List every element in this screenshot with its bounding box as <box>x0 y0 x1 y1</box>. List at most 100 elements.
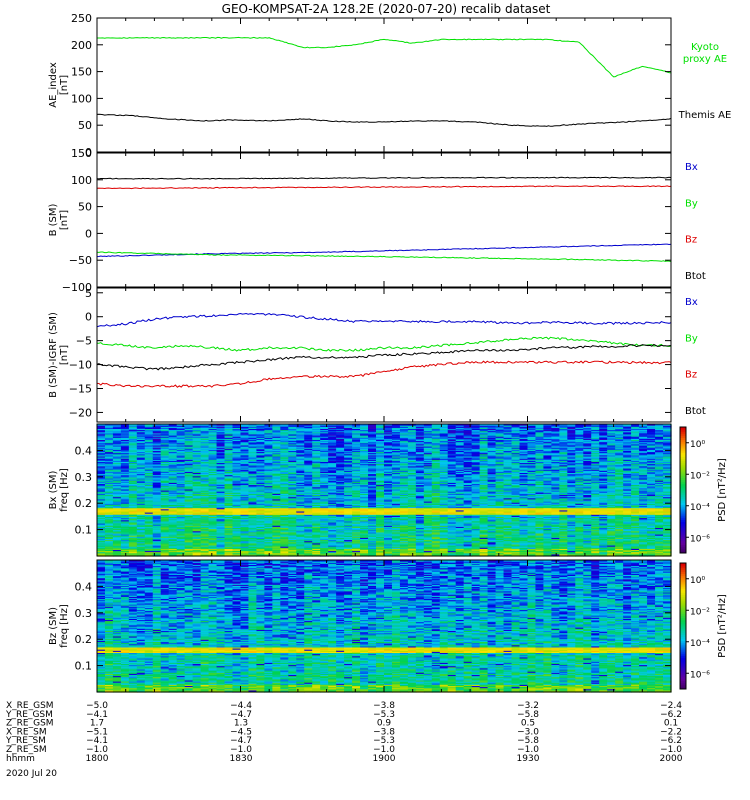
spectrogram-cell <box>176 521 186 524</box>
spectrogram-cell <box>176 487 186 490</box>
spectrogram-cell <box>168 429 178 432</box>
spectrogram-cell <box>152 484 162 487</box>
spectrogram-cell <box>120 531 130 534</box>
spectrogram-cell <box>176 492 186 494</box>
spectrogram-cell <box>168 433 178 436</box>
y-tick-label: 5 <box>85 287 92 300</box>
spectrogram-cell <box>136 448 146 450</box>
spectrogram-cell <box>144 520 154 523</box>
spectrogram-cell <box>144 534 154 536</box>
spectrogram-cell <box>152 458 162 460</box>
spectrogram-cell <box>128 425 138 427</box>
spectrogram-cell <box>120 431 130 434</box>
spectrogram-cell <box>97 459 106 461</box>
spectrogram-cell <box>136 488 146 491</box>
spectrogram-cell <box>97 471 106 473</box>
spectrogram-cell <box>168 487 178 490</box>
spectrogram-cell <box>112 454 122 457</box>
spectrogram-cell <box>120 538 130 541</box>
spectrogram-cell <box>176 502 186 504</box>
spectrogram-cell <box>168 447 178 449</box>
spectrogram-cell <box>136 553 146 556</box>
spectrogram-cell <box>176 551 186 554</box>
series-line-btot <box>96 176 672 180</box>
spectrogram-cell <box>112 547 122 549</box>
spectrogram-cell <box>136 545 146 547</box>
spectrogram-cell <box>152 450 162 453</box>
spectrogram-cell <box>97 530 106 533</box>
legend-label: By <box>685 333 698 344</box>
legend-label: Bz <box>685 235 697 246</box>
spectrogram-cell <box>168 440 178 443</box>
spectrogram-cell <box>144 543 154 546</box>
spectrogram-cell <box>128 502 138 504</box>
spectrogram-cell <box>112 508 122 511</box>
spectrogram-cell <box>152 517 162 520</box>
spectrogram-cell <box>128 550 138 553</box>
spectrogram-cell <box>104 488 114 491</box>
spectrogram-cell <box>104 438 114 440</box>
spectrogram-cell <box>97 490 106 492</box>
spectrogram-cell <box>176 510 186 513</box>
spectrogram-cell <box>120 518 130 521</box>
spectrogram-cell <box>160 499 170 502</box>
spectrogram-cell <box>128 468 138 470</box>
spectrogram-cell <box>160 451 170 454</box>
spectrogram-cell <box>152 446 162 448</box>
spectrogram-cell <box>97 537 106 539</box>
spectrogram-cell <box>104 458 114 460</box>
spectrogram-cell <box>128 450 138 453</box>
spectrogram-cell <box>112 521 122 524</box>
spectrogram-cell <box>144 504 154 506</box>
y-tick-label: −10 <box>69 359 92 372</box>
spectrogram-cell <box>128 465 138 468</box>
spectrogram-cell <box>104 433 114 436</box>
spectrogram-cell <box>152 463 162 466</box>
spectrogram-cell <box>144 430 154 433</box>
spectrogram-cell <box>136 512 146 514</box>
spectrogram-cell <box>136 524 146 526</box>
spectrogram-cell <box>104 526 114 528</box>
spectrogram-cell <box>97 440 106 443</box>
spectrogram-cell <box>144 485 154 488</box>
spectrogram-cell <box>112 499 122 502</box>
spectrogram-cell <box>128 504 138 506</box>
spectrogram-cell <box>128 540 138 543</box>
spectrogram-cell <box>144 482 154 484</box>
spectrogram-cell <box>136 452 146 455</box>
spectrogram-cell <box>97 484 106 487</box>
spectrogram-cell <box>136 490 146 492</box>
spectrogram-cell <box>128 440 138 443</box>
spectrogram-cell <box>97 491 106 493</box>
spectrogram-cell <box>176 495 186 498</box>
spectrogram-cell <box>104 480 114 482</box>
spectrogram-cell <box>168 426 178 428</box>
spectrogram-cell <box>112 438 122 440</box>
legend-label: Bx <box>685 297 698 308</box>
spectrogram-cell <box>128 496 138 499</box>
spectrogram-cell <box>112 545 122 547</box>
spectrogram-cell <box>112 440 122 443</box>
spectrogram-cell <box>144 537 154 539</box>
spectrogram-cell <box>144 517 154 520</box>
spectrogram-cell <box>112 432 122 435</box>
spectrogram-cell <box>136 428 146 431</box>
spectrogram-cell <box>168 542 178 545</box>
spectrogram-cell <box>160 470 170 472</box>
spectrogram-cell <box>97 515 106 517</box>
spectrogram-cell <box>120 520 130 523</box>
spectrogram-cell <box>176 536 186 538</box>
spectrogram-cell <box>112 492 122 494</box>
spectrogram-cell <box>136 458 146 460</box>
spectrogram-cell <box>152 539 162 542</box>
spectrogram-cell <box>136 480 146 482</box>
spectrogram-cell <box>136 425 146 427</box>
spectrogram-cell <box>176 553 186 556</box>
spectrogram-cell <box>104 520 114 523</box>
spectrogram-cell <box>112 498 122 501</box>
spectrogram-cell <box>152 488 162 491</box>
spectrogram-cell <box>104 481 114 483</box>
spectrogram-cell <box>112 551 122 554</box>
spectrogram-cell <box>97 453 106 456</box>
spectrogram-cell <box>160 494 170 497</box>
